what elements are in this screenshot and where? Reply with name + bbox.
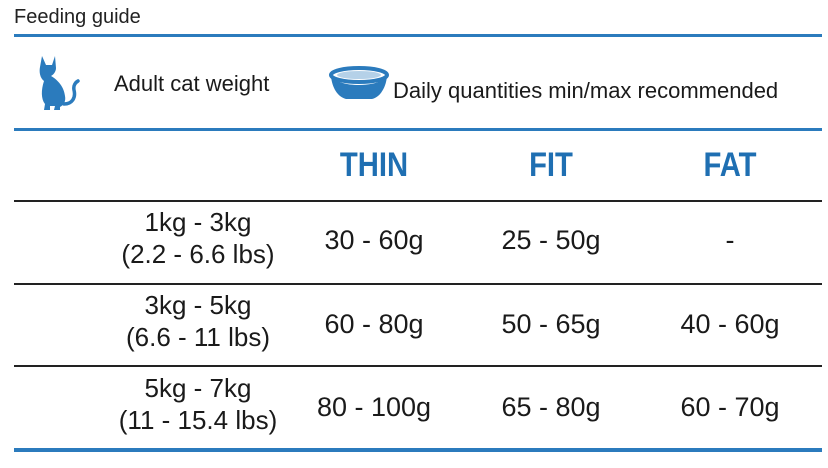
- value-fat: 60 - 70g: [680, 392, 780, 422]
- value-thin: 60 - 80g: [324, 309, 424, 339]
- bottom-rule: [14, 448, 822, 452]
- weight-kg: 5kg - 7kg: [144, 373, 252, 403]
- weight-lbs: (2.2 - 6.6 lbs): [121, 239, 275, 269]
- value-fat: 40 - 60g: [680, 309, 780, 339]
- top-rule: [14, 34, 822, 37]
- header-rule: [14, 128, 822, 131]
- value-fit: 50 - 65g: [501, 309, 601, 339]
- feeding-guide-title: Feeding guide: [14, 6, 141, 28]
- value-fit: 25 - 50g: [501, 225, 601, 255]
- cat-icon: [39, 56, 80, 110]
- column-header-fit: FIT: [529, 146, 573, 184]
- bowl-icon: [329, 66, 389, 99]
- row-divider: [14, 283, 822, 285]
- weight-kg: 1kg - 3kg: [144, 207, 252, 237]
- row-divider: [14, 200, 822, 202]
- weight-label: Adult cat weight: [114, 71, 270, 96]
- weight-kg: 3kg - 5kg: [144, 290, 252, 320]
- value-thin: 30 - 60g: [324, 225, 424, 255]
- value-fit: 65 - 80g: [501, 392, 601, 422]
- weight-lbs: (11 - 15.4 lbs): [118, 405, 278, 435]
- column-header-fat: FAT: [703, 146, 757, 184]
- quantity-label: Daily quantities min/max recommended: [393, 78, 779, 103]
- row-divider: [14, 365, 822, 367]
- weight-lbs: (6.6 - 11 lbs): [125, 322, 270, 352]
- value-fat: -: [725, 225, 735, 255]
- value-thin: 80 - 100g: [316, 392, 432, 422]
- column-header-thin: THIN: [339, 146, 409, 184]
